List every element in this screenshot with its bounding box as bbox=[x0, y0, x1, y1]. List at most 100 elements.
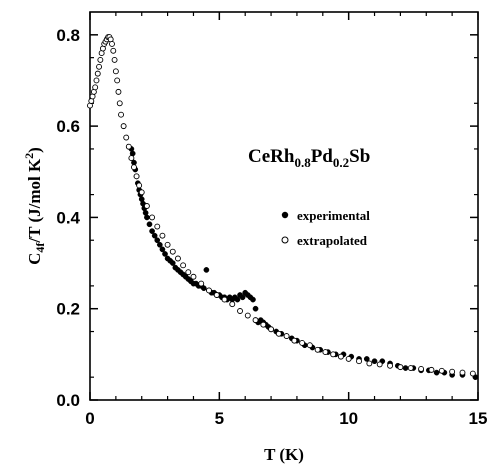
extrapolated-point bbox=[387, 362, 394, 369]
x-tick-label: 0 bbox=[85, 409, 94, 428]
extrapolated-point bbox=[469, 370, 476, 377]
extrapolated-point bbox=[180, 262, 187, 269]
experimental-point bbox=[203, 267, 210, 273]
experimental-point bbox=[162, 251, 168, 257]
extrapolated-point bbox=[418, 366, 425, 372]
y-tick-label: 0.8 bbox=[56, 26, 80, 45]
extrapolated-point bbox=[143, 203, 150, 209]
extrapolated-point bbox=[252, 317, 259, 324]
extrapolated-point bbox=[275, 330, 282, 337]
experimental-point bbox=[146, 221, 153, 228]
extrapolated-point bbox=[185, 269, 192, 276]
x-tick-label: 5 bbox=[215, 409, 224, 428]
legend-marker-experimental bbox=[281, 211, 289, 219]
y-axis-title-main: C bbox=[25, 253, 44, 265]
legend: experimental extrapolated bbox=[281, 208, 370, 248]
y-axis-title-close: ) bbox=[25, 147, 44, 153]
extrapolated-point bbox=[97, 56, 104, 63]
extrapolated-point bbox=[131, 164, 137, 171]
extrapolated-point bbox=[299, 339, 306, 346]
extrapolated-point bbox=[268, 326, 275, 333]
extrapolated-point bbox=[93, 77, 100, 84]
extrapolated-point bbox=[244, 312, 251, 319]
extrapolated-point bbox=[116, 100, 123, 107]
experimental-point bbox=[159, 246, 166, 253]
extrapolated-point bbox=[159, 232, 166, 239]
extrapolated-point bbox=[345, 355, 352, 362]
legend-marker-extrapolated bbox=[281, 236, 289, 244]
extrapolated-point bbox=[169, 248, 176, 255]
experimental-point bbox=[252, 305, 259, 312]
extrapolated-point bbox=[306, 342, 313, 349]
y-tick-label: 0.0 bbox=[56, 391, 80, 410]
data-points bbox=[87, 34, 479, 381]
compound-part-2: Pd bbox=[311, 146, 334, 167]
experimental-point bbox=[169, 260, 176, 266]
extrapolated-point bbox=[366, 360, 373, 367]
experimental-point bbox=[149, 228, 155, 234]
extrapolated-point bbox=[92, 84, 99, 91]
extrapolated-point bbox=[114, 77, 121, 84]
compound-annotation: CeRh0.8Pd0.2Sb bbox=[248, 146, 370, 170]
extrapolated-point bbox=[128, 155, 135, 162]
experimental-point bbox=[239, 294, 246, 301]
extrapolated-point bbox=[283, 333, 290, 340]
compound-sub-2: 0.2 bbox=[333, 155, 349, 170]
extrapolated-point bbox=[118, 111, 124, 118]
extrapolated-point bbox=[330, 351, 337, 358]
extrapolated-point bbox=[138, 189, 145, 196]
compound-part-3: Sb bbox=[349, 146, 370, 167]
experimental-point bbox=[250, 296, 256, 303]
extrapolated-point bbox=[96, 63, 103, 70]
extrapolated-point bbox=[206, 287, 212, 294]
y-tick-labels: 0.0 0.2 0.4 0.6 0.8 bbox=[56, 26, 80, 410]
x-axis-title: T (K) bbox=[264, 445, 304, 464]
extrapolated-point bbox=[438, 367, 445, 374]
experimental-point bbox=[200, 285, 207, 292]
extrapolated-point bbox=[221, 296, 228, 303]
extrapolated-point bbox=[110, 47, 117, 54]
plot-frame bbox=[89, 11, 479, 401]
extrapolated-point bbox=[133, 173, 140, 180]
extrapolated-point bbox=[428, 366, 435, 373]
experimental-point bbox=[234, 296, 241, 303]
extrapolated-point bbox=[356, 358, 362, 365]
extrapolated-point bbox=[112, 68, 119, 75]
experimental-point bbox=[154, 237, 161, 244]
extrapolated-point bbox=[94, 70, 101, 77]
extrapolated-point bbox=[115, 88, 122, 95]
y-tick-label: 0.2 bbox=[56, 300, 80, 319]
extrapolated-point bbox=[397, 364, 404, 371]
y-axis-title-sup: 2 bbox=[22, 153, 36, 159]
legend-label-experimental: experimental bbox=[297, 208, 370, 223]
experimental-point bbox=[363, 356, 370, 362]
extrapolated-point bbox=[314, 346, 321, 353]
extrapolated-point bbox=[237, 308, 243, 314]
extrapolated-point bbox=[376, 361, 383, 368]
extrapolated-point bbox=[198, 280, 205, 287]
experimental-point bbox=[433, 369, 440, 376]
x-tick-labels: 0 5 10 15 bbox=[85, 409, 487, 428]
legend-label-extrapolated: extrapolated bbox=[297, 233, 368, 248]
extrapolated-point bbox=[123, 134, 130, 141]
compound-part-1: CeRh bbox=[248, 146, 295, 167]
compound-sub-1: 0.8 bbox=[294, 155, 311, 170]
experimental-point bbox=[151, 232, 158, 239]
experimental-point bbox=[144, 214, 150, 221]
extrapolated-point bbox=[449, 368, 456, 375]
extrapolated-point bbox=[337, 353, 344, 360]
extrapolated-point bbox=[111, 56, 118, 63]
y-axis-title-tail: /T (J/mol K bbox=[25, 158, 44, 244]
extrapolated-point bbox=[174, 255, 181, 262]
extrapolated-point bbox=[164, 241, 171, 248]
y-axis-title: C4f/T (J/mol K2) bbox=[22, 147, 47, 265]
extrapolated-point bbox=[190, 273, 197, 280]
extrapolated-point bbox=[229, 301, 236, 308]
y-tick-label: 0.6 bbox=[56, 117, 80, 136]
extrapolated-point bbox=[291, 337, 298, 344]
extrapolated-point bbox=[260, 321, 267, 328]
experimental-point bbox=[156, 241, 163, 248]
experimental-point bbox=[402, 365, 409, 371]
